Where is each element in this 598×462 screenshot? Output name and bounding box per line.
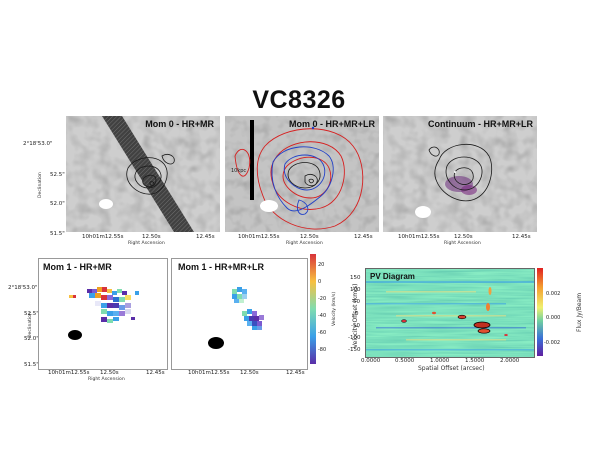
ra-tick-1245-d: 12.45s (146, 370, 165, 376)
dec-tick-525: 52.5" (50, 172, 65, 178)
pv-ytick-0: 0 (355, 311, 359, 317)
mom1-hrmr-panel: Mom 1 - HR+MR (38, 258, 168, 370)
mom1-cbar-tick-m80: -80 (318, 347, 327, 353)
mom1-colorbar (310, 254, 316, 364)
pv-xtick-10: 1.0000 (430, 358, 450, 364)
ra-tick-1245-b: 12.45s (354, 234, 373, 240)
mom1-all-image (208, 287, 264, 349)
ra-axis-label-c: Right Ascension (444, 241, 481, 246)
ra-axis-label-d: Right Ascension (88, 377, 125, 382)
dec-tick-520-bottom: 52.0" (24, 336, 39, 342)
ra-tick-1255-a: 10h01m12.55s (82, 234, 124, 240)
figure-title: VC8326 (252, 86, 346, 114)
mom0-all-image (225, 116, 379, 232)
ra-tick-1245-a: 12.45s (196, 234, 215, 240)
ra-tick-1255-b: 10h01m12.55s (238, 234, 280, 240)
pv-ytick-50: 50 (353, 299, 360, 305)
dec-tick-525-bottom: 52.5" (24, 311, 39, 317)
ra-tick-1250-c: 12.50s (454, 234, 473, 240)
pv-xlabel: Spatial Offset (arcsec) (418, 365, 485, 372)
pv-colorbar (537, 268, 543, 356)
dec-tick-515: 51.5" (50, 231, 65, 237)
pv-xtick-0: 0.0000 (361, 358, 381, 364)
mom1-cbar-tick-m60: -60 (318, 330, 327, 336)
continuum-image (383, 116, 537, 232)
pv-cbar-label: Flux Jy/Beam (576, 292, 583, 332)
mom0-hrmr-panel: Mom 0 - HR+MR (66, 116, 220, 232)
continuum-panel: Continuum - HR+MR+LR (383, 116, 537, 232)
dec-tick-520: 52.0" (50, 201, 65, 207)
mom1-cbar-label: Velocity (km/s) (332, 291, 337, 326)
mom1-cbar-tick-m40: -40 (318, 313, 327, 319)
mom1-hrmr-label: Mom 1 - HR+MR (43, 262, 112, 272)
pv-panel: PV Diagram (365, 268, 535, 358)
mom1-cbar-tick-20: 20 (318, 262, 325, 268)
pv-xtick-20: 2.0000 (500, 358, 520, 364)
ra-tick-1250-e: 12.50s (240, 370, 259, 376)
ra-tick-1250-a: 12.50s (142, 234, 161, 240)
pv-xtick-05: 0.5000 (395, 358, 415, 364)
mom1-cbar-tick-m20: -20 (318, 296, 327, 302)
pv-cbar-tick-0000: 0.000 (546, 315, 561, 321)
pv-ytick-100: 100 (350, 287, 361, 293)
ra-axis-label-b: Right Ascension (286, 241, 323, 246)
ra-tick-1255-c: 10h01m12.55s (398, 234, 440, 240)
continuum-label: Continuum - HR+MR+LR (428, 119, 533, 129)
ra-tick-1250-d: 12.50s (100, 370, 119, 376)
dec-axis-label-bottom: Declination (28, 312, 33, 338)
mom1-hrmr-image (68, 287, 139, 340)
mom0-hrmr-image (66, 116, 220, 232)
mom1-all-label: Mom 1 - HR+MR+LR (178, 262, 265, 272)
dec-tick-530: 2°18'53.0" (23, 141, 53, 147)
ra-tick-1250-b: 12.50s (300, 234, 319, 240)
pv-ytick-m100: -100 (348, 335, 361, 341)
ra-axis-label-a: Right Ascension (128, 241, 165, 246)
mom0-all-panel: Mom 0 - HR+MR+LR 10kpc (225, 116, 379, 232)
pv-ytick-m50: -50 (351, 323, 360, 329)
dec-axis-label: Declination (38, 172, 43, 198)
dec-tick-515-bottom: 51.5" (24, 362, 39, 368)
mom1-all-panel: Mom 1 - HR+MR+LR (171, 258, 308, 370)
pv-cbar-tick-0002: 0.002 (546, 291, 561, 297)
dec-tick-530-bottom: 2°18'53.0" (8, 285, 38, 291)
ra-tick-1255-d: 10h01m12.55s (48, 370, 90, 376)
ra-tick-1245-e: 12.45s (286, 370, 305, 376)
pv-ytick-150: 150 (350, 275, 361, 281)
mom1-cbar-tick-0: 0 (318, 279, 322, 285)
mom0-all-label: Mom 0 - HR+MR+LR (288, 119, 375, 129)
scale-bar-label: 10kpc (231, 168, 247, 174)
pv-ytick-m150: -150 (348, 347, 361, 353)
pv-label: PV Diagram (370, 272, 415, 281)
pv-image (366, 269, 534, 357)
pv-cbar-tick-m0002: -0.002 (544, 340, 561, 346)
ra-tick-1245-c: 12.45s (512, 234, 531, 240)
ra-tick-1255-e: 10h01m12.55s (188, 370, 230, 376)
pv-xtick-15: 1.5000 (465, 358, 485, 364)
mom0-hrmr-label: Mom 0 - HR+MR (145, 119, 214, 129)
